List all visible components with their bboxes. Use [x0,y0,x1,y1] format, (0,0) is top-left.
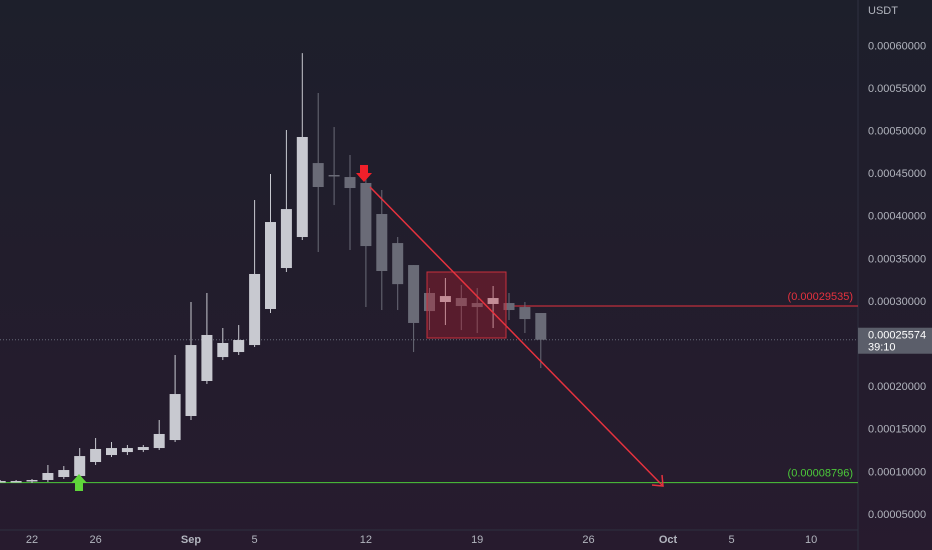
x-tick-label: 10 [805,534,817,546]
y-tick-label: 0.00035000 [868,253,926,265]
candle-body [487,298,499,304]
x-tick-label: 12 [360,534,372,546]
candle-body [424,292,435,312]
candle-body [249,273,261,346]
candle-body [312,163,324,188]
candle-body [471,303,483,308]
candle-body [10,481,22,483]
x-tick-label: 19 [471,534,483,546]
y-tick-label: 0.00010000 [868,466,926,478]
arrow-head [651,474,664,487]
level-label: (0.00029535) [788,291,853,303]
candle-body [392,243,404,285]
x-tick-label: 26 [89,534,101,546]
candle-body [58,470,70,478]
candle-body [296,136,308,238]
candle-body [455,298,467,307]
y-tick-label: 0.00050000 [868,126,926,138]
y-tick-label: 0.00005000 [868,509,926,521]
candle-body [233,340,245,353]
candle-body [121,448,133,453]
price-label: 0.00025574 [868,330,926,342]
x-tick-label: Sep [181,534,201,546]
candle-body [26,479,38,482]
candle-body [153,433,165,449]
buy-signal [71,474,87,491]
plot-area: (0.00029535) (0.00008796) [0,53,858,484]
candle-body [42,473,54,480]
axis-unit: USDT [868,5,898,17]
x-tick-label: 26 [582,534,594,546]
candle-body [439,296,451,303]
x-tick-label: Oct [659,534,678,546]
x-tick-label: 22 [26,534,38,546]
sell-signal [356,165,372,182]
y-tick-label: 0.00055000 [868,83,926,95]
candle-body [376,214,388,272]
candle-body [90,448,102,463]
projection-arrow [369,186,663,486]
candle-body [280,209,292,269]
candle-body [360,182,372,247]
range-box [426,271,507,339]
x-tick-label: 5 [729,534,735,546]
level-label: (0.00008796) [788,468,853,480]
candle-body [328,174,340,177]
candle-body [201,334,213,381]
y-tick-label: 0.00015000 [868,424,926,436]
candle-body [503,303,515,311]
x-tick-label: 5 [252,534,258,546]
candle-body [535,313,547,340]
candle-body [344,177,356,189]
candle-body [169,394,181,441]
y-tick-label: 0.00030000 [868,296,926,308]
y-tick-label: 0.00040000 [868,211,926,223]
candle-body [265,222,276,310]
candle-body [137,447,149,451]
countdown: 39:10 [868,342,896,354]
y-tick-label: 0.00020000 [868,381,926,393]
candle-body [0,481,6,483]
candle-body [74,456,86,476]
candle-body [185,345,197,417]
y-tick-label: 0.00045000 [868,168,926,180]
candle-body [106,448,117,456]
candle-body [217,342,229,358]
price-box [858,327,932,354]
candle-body [408,265,420,323]
candle-body [519,307,531,320]
y-tick-label: 0.00060000 [868,40,926,52]
